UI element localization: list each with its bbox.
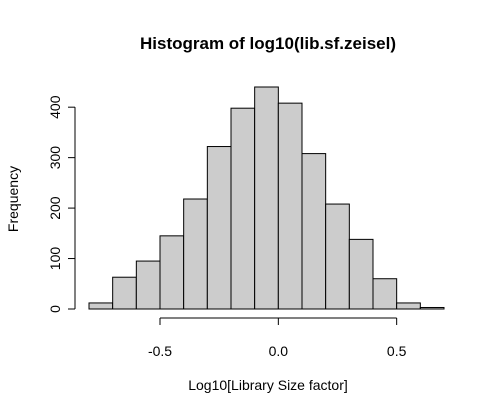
y-ticks: 0 100 200 300 400 — [47, 95, 75, 313]
y-axis: 0 100 200 300 400 — [47, 95, 76, 313]
x-tick-label: 0.5 — [387, 343, 407, 359]
histogram-bar — [159, 235, 185, 310]
histogram-bar — [254, 86, 279, 310]
histogram-bar — [183, 198, 208, 310]
x-tick-label: 0.0 — [269, 343, 289, 359]
y-tick-label: 100 — [47, 247, 63, 271]
histogram-bars — [88, 86, 445, 310]
histogram-bar — [348, 238, 374, 310]
y-tick-label: 400 — [47, 95, 63, 119]
histogram-bar — [230, 107, 256, 310]
histogram-bar — [206, 146, 232, 310]
y-tick-label: 0 — [47, 305, 63, 313]
histogram-bar — [135, 260, 161, 310]
histogram-bar — [419, 306, 445, 310]
histogram-bar — [112, 276, 137, 310]
histogram-bar — [88, 302, 114, 310]
chart-title: Histogram of log10(lib.sf.zeisel) — [140, 34, 396, 53]
y-tick-label: 200 — [47, 196, 63, 220]
histogram-bar — [396, 302, 421, 310]
histogram-bar — [372, 278, 398, 310]
histogram-bar — [277, 102, 303, 310]
x-axis: -0.5 0.0 0.5 — [148, 317, 407, 359]
x-axis-label: Log10[Library Size factor] — [188, 377, 348, 393]
histogram-bar — [325, 203, 350, 310]
x-ticks: -0.5 0.0 0.5 — [148, 318, 407, 359]
histogram-bar — [301, 153, 327, 310]
y-tick-label: 300 — [47, 146, 63, 170]
y-axis-label: Frequency — [5, 166, 21, 232]
x-tick-label: -0.5 — [148, 343, 172, 359]
